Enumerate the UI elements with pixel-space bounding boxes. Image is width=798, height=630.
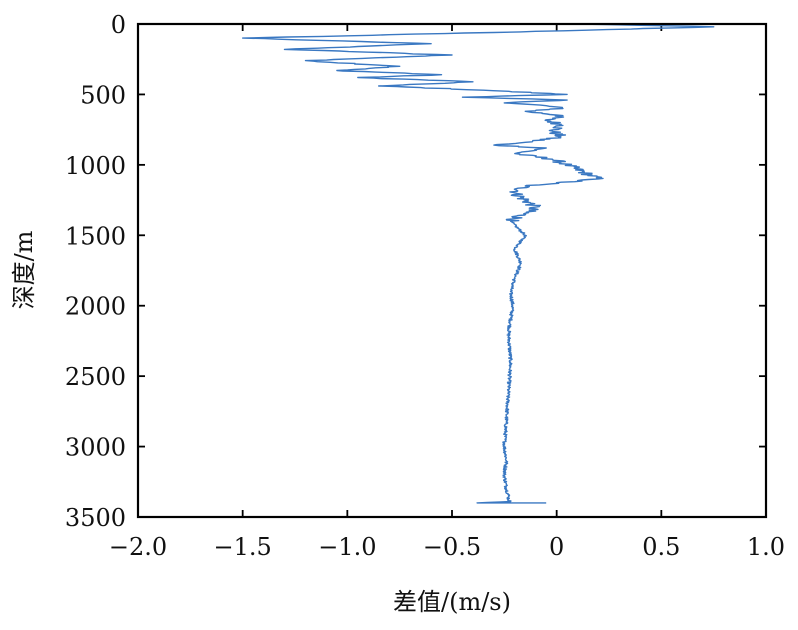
x-tick-label: 1.0 xyxy=(747,533,785,561)
difference-series-line xyxy=(242,23,715,504)
y-tick-label: 1500 xyxy=(65,222,126,250)
y-tick-label: 3500 xyxy=(65,504,126,532)
y-tick-marks xyxy=(138,23,766,518)
y-axis-label: 深度/m xyxy=(10,230,38,309)
y-tick-label: 0 xyxy=(111,11,126,39)
plot-frame xyxy=(136,22,768,519)
y-tick-label: 2000 xyxy=(65,293,126,321)
x-tick-label: −2.0 xyxy=(109,533,167,561)
x-axis-label: 差值/(m/s) xyxy=(393,588,511,616)
x-tick-label: −0.5 xyxy=(423,533,481,561)
x-tick-label: 0.5 xyxy=(642,533,680,561)
y-tick-label: 2500 xyxy=(65,363,126,391)
x-tick-label: −1.5 xyxy=(214,533,272,561)
y-tick-label: 3000 xyxy=(65,434,126,462)
x-tick-label: 0 xyxy=(549,533,564,561)
x-tick-label: −1.0 xyxy=(318,533,376,561)
y-tick-label: 500 xyxy=(80,81,126,109)
x-tick-labels: −2.0 −1.5 −1.0 −0.5 0 0.5 1.0 xyxy=(109,533,785,561)
y-tick-label: 1000 xyxy=(65,152,126,180)
x-tick-marks xyxy=(137,24,767,517)
y-tick-labels: 0 500 1000 1500 2000 2500 3000 3500 xyxy=(65,11,126,532)
